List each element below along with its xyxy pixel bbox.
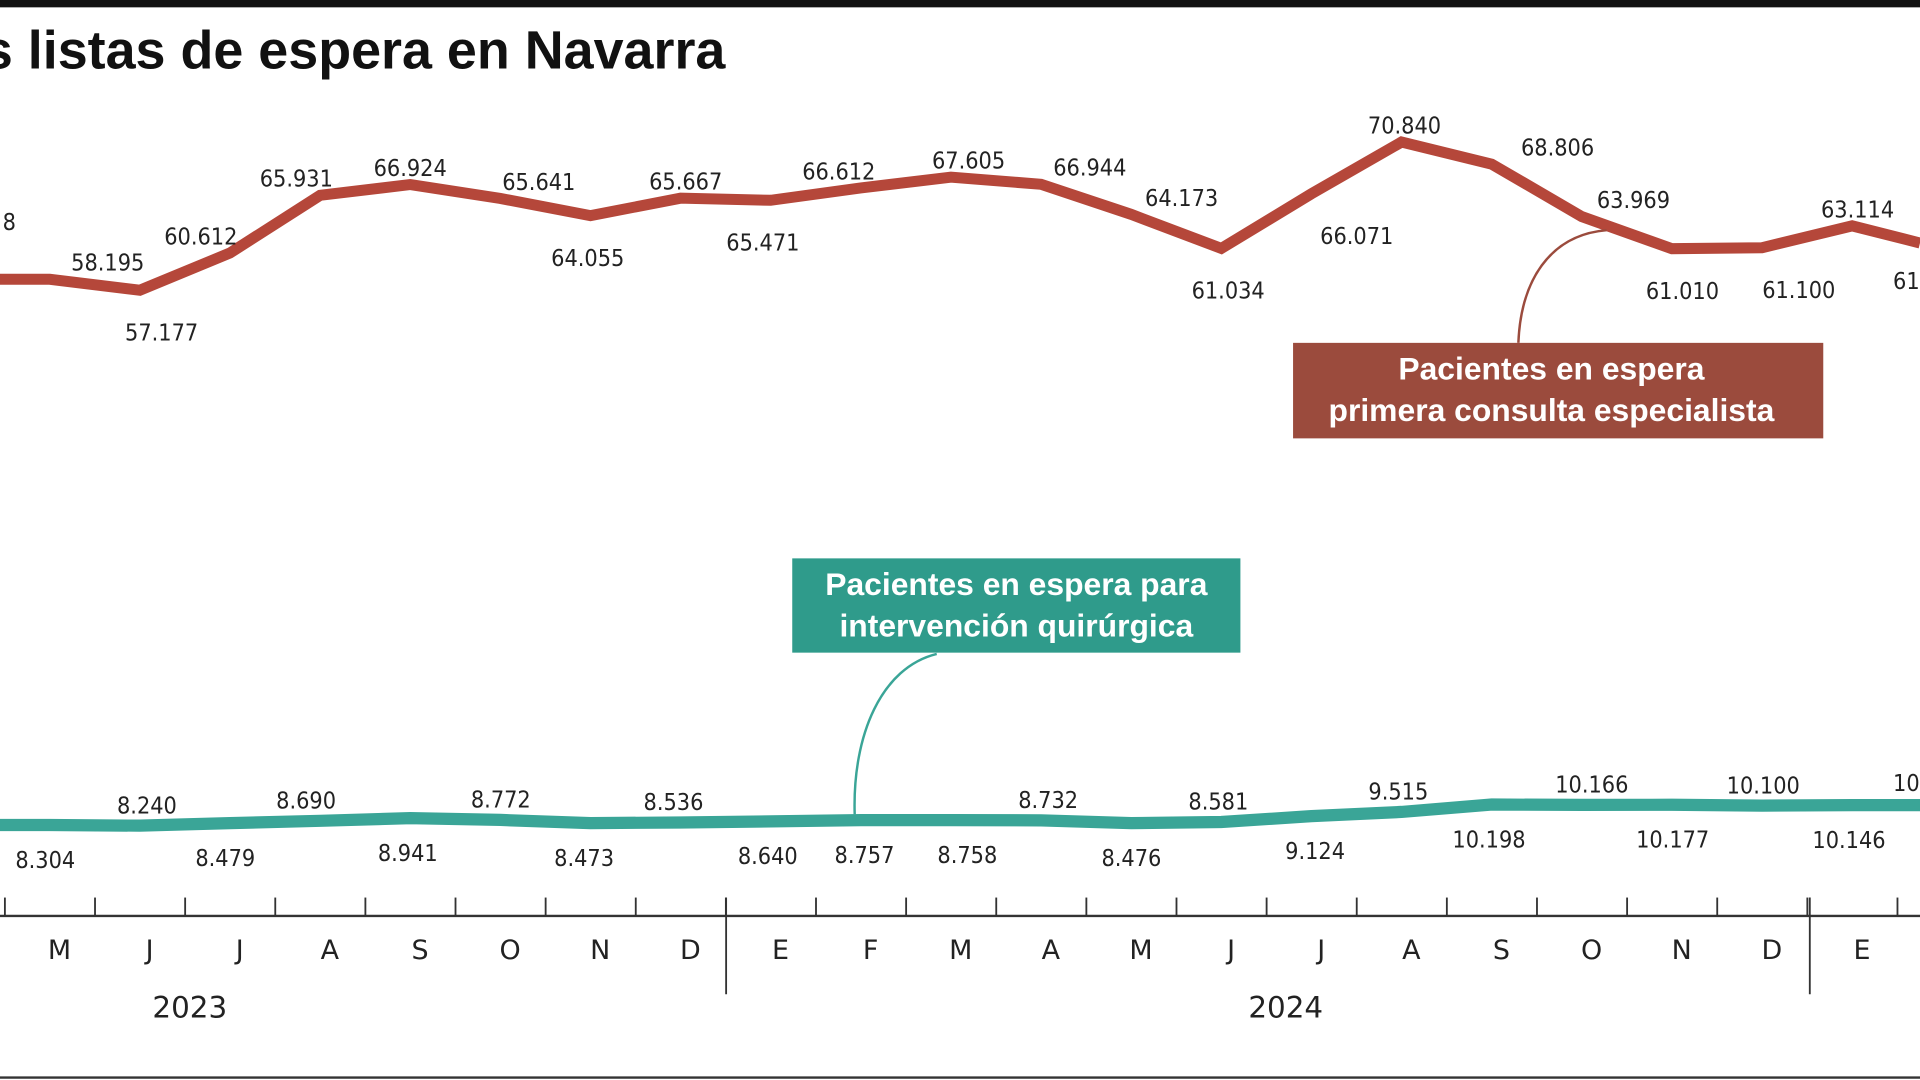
value-label: 61.100 (1762, 277, 1835, 304)
value-label: 58.195 (71, 250, 144, 277)
value-label: 8.772 (471, 787, 531, 814)
value-label: 10.198 (1452, 826, 1525, 853)
chart-title: s listas de espera en Navarra (0, 21, 726, 81)
year-label: 2024 (1248, 991, 1323, 1025)
value-label: 8.473 (554, 845, 614, 872)
value-label: 8.476 (1101, 845, 1161, 872)
month-label: J (1225, 935, 1235, 966)
top-rule (0, 0, 1920, 8)
value-label: 61 (1893, 268, 1920, 295)
value-label: 63.969 (1597, 187, 1670, 214)
series-label-text: Pacientes en espera (1398, 351, 1704, 387)
value-label: 8.732 (1018, 787, 1078, 814)
value-labels: 8 58.195 57.177 60.612 65.931 66.924 65.641 64.… (3, 112, 1920, 873)
month-label: D (680, 935, 701, 966)
value-label: 68.806 (1521, 135, 1594, 162)
annotation-leader-line (853, 652, 938, 815)
value-label: 10.100 (1727, 772, 1800, 799)
value-label: 61.034 (1192, 278, 1265, 305)
annotation-leader-line (1517, 228, 1607, 343)
month-label: N (590, 935, 610, 966)
value-label: 8.757 (835, 842, 895, 869)
value-label: 10.166 (1555, 772, 1628, 799)
month-label: N (1672, 935, 1692, 966)
series-label-box (792, 558, 1241, 653)
month-label: J (1315, 935, 1325, 966)
month-label: M (949, 935, 972, 966)
series-label-text: primera consulta especialista (1329, 392, 1775, 428)
value-label: 66.944 (1053, 155, 1126, 182)
value-label: 66.071 (1320, 223, 1393, 250)
series-line (0, 798, 1920, 832)
value-label: 60.612 (164, 223, 237, 250)
month-label: E (1853, 935, 1870, 966)
value-label: 8.640 (738, 843, 798, 870)
value-label: 8.304 (15, 847, 75, 874)
value-label: 65.931 (260, 166, 333, 193)
value-label: 64.173 (1145, 185, 1218, 212)
value-label: 8.690 (276, 788, 336, 815)
month-label: J (144, 935, 154, 966)
value-label: 61.010 (1646, 278, 1719, 305)
series-label-text: intervención quirúrgica (839, 608, 1193, 644)
month-label: E (772, 935, 789, 966)
value-label: 10.146 (1812, 827, 1885, 854)
value-label: 10 (1893, 770, 1920, 797)
month-label: A (1402, 935, 1421, 966)
series-label-box (1293, 342, 1824, 439)
series-label-text: Pacientes en espera para (825, 566, 1207, 602)
month-label: S (1493, 935, 1510, 966)
value-label: 64.055 (551, 245, 624, 272)
value-label: 70.840 (1368, 112, 1441, 139)
year-label: 2023 (152, 991, 227, 1025)
value-label: 65.471 (726, 229, 799, 256)
value-label: 8.479 (195, 845, 255, 872)
series-line (0, 136, 1920, 296)
value-label: 8.581 (1188, 789, 1248, 816)
x-axis: M J J A S O N D E F M A M J J A S O N D E 2023 2024 (0, 897, 1920, 1025)
value-label: 8.941 (378, 840, 438, 867)
month-label: D (1761, 935, 1782, 966)
month-label: O (1581, 935, 1602, 966)
value-label: 8.758 (937, 842, 997, 869)
value-label: 9.124 (1285, 838, 1345, 865)
value-label: 9.515 (1368, 779, 1428, 806)
month-label: A (1042, 935, 1061, 966)
value-label: 66.612 (802, 158, 875, 185)
value-label: 63.114 (1821, 196, 1894, 223)
value-label: 8.240 (117, 792, 177, 819)
month-label: F (863, 935, 879, 966)
month-label: S (411, 935, 428, 966)
month-label: J (234, 935, 244, 966)
month-label: M (48, 935, 71, 966)
value-label: 65.641 (502, 169, 575, 196)
value-label: 8 (3, 209, 16, 236)
value-label: 65.667 (649, 169, 722, 196)
value-label: 10.177 (1636, 827, 1709, 854)
value-label: 8.536 (644, 789, 704, 816)
month-label: O (500, 935, 521, 966)
value-label: 67.605 (932, 148, 1005, 175)
month-label: M (1129, 935, 1152, 966)
month-label: A (321, 935, 340, 966)
value-label: 57.177 (125, 319, 198, 346)
value-label: 66.924 (374, 155, 447, 182)
series-annotations: Pacientes en espera primera consulta espe… (792, 228, 1824, 815)
series-lines (0, 136, 1920, 832)
